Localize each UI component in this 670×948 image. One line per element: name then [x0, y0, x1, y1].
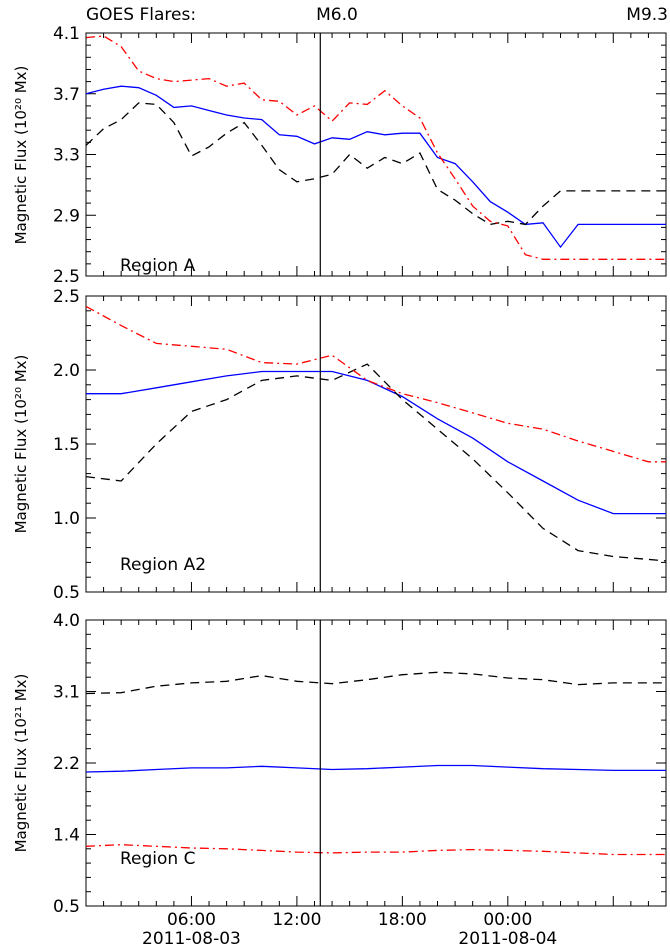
region-label: Region A [120, 256, 196, 276]
panel-region-c: 0.5 1.4 2.2 3.1 4.0 Region C Magnetic Flux (… [12, 611, 667, 917]
y-tick-label: 2.9 [53, 206, 80, 226]
panel-region-a: 2.5 2.9 3.3 3.7 4.1 Region A Magnetic Flux (… [12, 24, 667, 287]
y-tick-label: 3.3 [53, 146, 80, 166]
y-tick-label: 1.5 [53, 435, 80, 455]
series-line-solid [85, 764, 666, 773]
y-tick-label: 2.5 [53, 287, 80, 307]
y-tick-label: 0.5 [53, 897, 80, 917]
x-tick-label: 18:00 [378, 910, 427, 930]
y-tick-label: 2.2 [53, 754, 80, 774]
y-axis: 2.5 2.9 3.3 3.7 4.1 [53, 24, 666, 287]
series-line-dash-dot [85, 35, 666, 260]
y-tick-label: 2.0 [53, 361, 80, 381]
series-line-dash-dot [85, 305, 666, 463]
plot-lines [85, 305, 667, 562]
panel-region-a2: 0.5 1.0 1.5 2.0 2.5 Region A2 Magnetic Flux … [12, 287, 667, 603]
region-label: Region C [120, 849, 195, 869]
y-tick-label: 0.5 [53, 583, 80, 603]
y-axis-title: Magnetic Flux (10²¹ Mx) [12, 674, 30, 853]
y-tick-label: 2.5 [53, 267, 80, 287]
y-axis: 0.5 1.0 1.5 2.0 2.5 [53, 287, 666, 603]
series-line-solid [85, 85, 666, 249]
y-axis-title: Magnetic Flux (10²⁰ Mx) [12, 355, 30, 534]
x-date-label: 2011-08-03 [142, 929, 241, 948]
x-tick-label: 12:00 [272, 910, 321, 930]
goes-flares-label: GOES Flares: [86, 5, 196, 25]
region-label: Region A2 [120, 555, 206, 575]
y-tick-label: 4.1 [53, 24, 80, 44]
y-axis-title: Magnetic Flux (10²⁰ Mx) [12, 66, 30, 245]
panel-frame [85, 32, 667, 277]
y-axis: 0.5 1.4 2.2 3.1 4.0 [53, 611, 666, 917]
y-tick-label: 3.7 [53, 85, 80, 105]
x-tick-label: 06:00 [167, 910, 216, 930]
y-tick-label: 3.1 [53, 683, 80, 703]
series-line-dashed [85, 102, 666, 226]
series-line-dashed [85, 363, 667, 562]
plot-lines [85, 671, 666, 856]
x-tick-label: 00:00 [483, 910, 532, 930]
plot-lines [85, 35, 666, 260]
y-tick-label: 1.4 [53, 826, 80, 846]
y-tick-label: 4.0 [53, 611, 80, 631]
series-line-dashed [85, 671, 666, 695]
series-line-solid [86, 370, 666, 515]
panel-frame [85, 295, 667, 593]
flare-label-m6: M6.0 [316, 5, 358, 25]
x-date-label: 2011-08-04 [458, 929, 557, 948]
y-tick-label: 1.0 [53, 509, 80, 529]
flare-label-m9: M9.3 [626, 5, 668, 25]
series-line-dash-dot [85, 844, 666, 856]
